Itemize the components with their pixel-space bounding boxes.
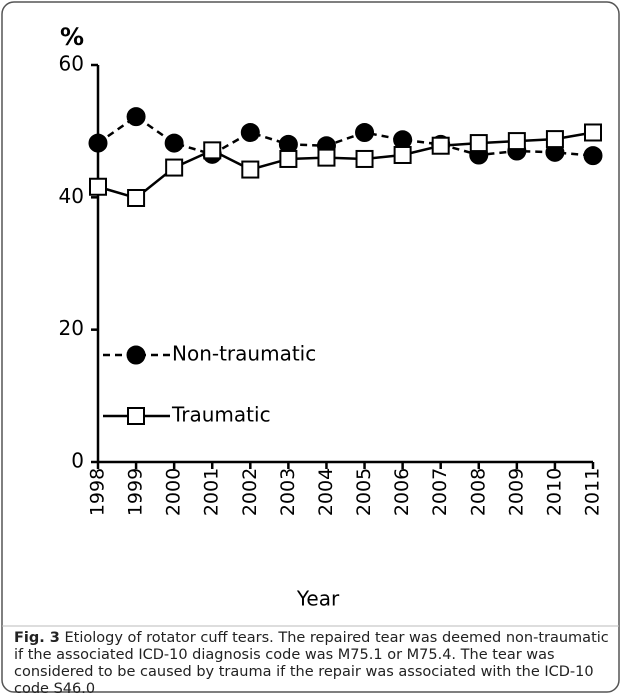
x-tick-label: 2011 (582, 468, 604, 516)
y-axis-label: % (60, 23, 84, 51)
caption: Fig. 3 Etiology of rotator cuff tears. T… (14, 630, 610, 698)
x-tick-label: 1999 (125, 468, 147, 516)
x-tick-label: 2001 (201, 468, 223, 516)
data-point (89, 177, 107, 196)
x-tick-label: 2010 (543, 468, 565, 516)
data-point (584, 123, 602, 142)
x-tick-label: 2008 (467, 468, 489, 516)
data-point (127, 188, 146, 207)
caption-label: Fig. 3 (14, 630, 60, 646)
x-tick-label: 2006 (391, 468, 413, 516)
data-point (88, 133, 108, 153)
y-tick-label: 20 (59, 316, 84, 340)
x-tick-label: 2007 (429, 468, 451, 516)
data-point (240, 122, 260, 142)
x-tick-label: 2000 (163, 468, 185, 516)
y-tick-label: 40 (59, 184, 84, 208)
data-point (203, 141, 222, 160)
data-point (545, 130, 564, 149)
x-tick-label: 2005 (353, 468, 375, 516)
x-tick-label: 2002 (239, 468, 261, 516)
x-tick-label: 2009 (505, 468, 527, 516)
data-point (355, 122, 375, 142)
data-point (507, 132, 526, 151)
y-tick-label: 0 (71, 449, 84, 473)
data-point (164, 133, 184, 153)
data-point (317, 148, 336, 167)
legend-label: Non-traumatic (172, 342, 316, 366)
data-point (583, 146, 603, 166)
data-point (355, 149, 374, 168)
data-point (393, 145, 412, 164)
x-axis-label: Year (296, 587, 340, 611)
data-point (469, 134, 488, 153)
data-point (431, 136, 450, 155)
caption-text: Etiology of rotator cuff tears. The repa… (14, 630, 609, 697)
x-tick-label: 1998 (87, 468, 109, 516)
y-tick-label: 60 (59, 52, 84, 76)
data-point (126, 107, 146, 127)
legend-marker (127, 407, 145, 425)
data-point (393, 130, 413, 150)
data-point (165, 158, 184, 177)
x-tick-label: 2004 (315, 468, 337, 516)
x-tick-label: 2003 (277, 468, 299, 516)
legend-label: Traumatic (171, 403, 271, 427)
data-point (279, 149, 298, 168)
data-point (241, 160, 260, 179)
legend-marker (126, 345, 146, 365)
